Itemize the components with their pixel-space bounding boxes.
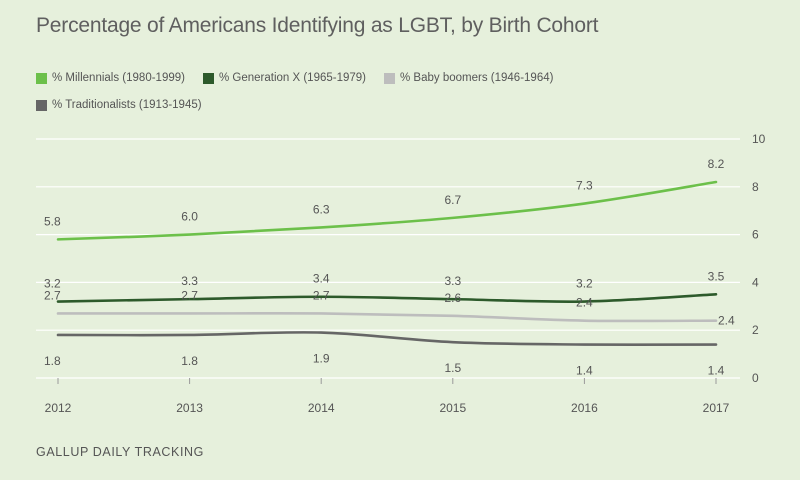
- data-label-traditionalists-2015: 1.5: [444, 361, 461, 375]
- legend-second-row: % Traditionalists (1913-1945): [36, 97, 202, 113]
- y-tick-label-2: 2: [752, 323, 759, 337]
- x-tick-label-2017: 2017: [703, 401, 730, 415]
- legend-label-baby-boomers: % Baby boomers (1946-1964): [400, 72, 554, 84]
- data-label-generation-x-2014: 3.4: [313, 272, 330, 286]
- data-label-generation-x-2016: 3.2: [576, 277, 593, 291]
- legend-item-millennials: % Millennials (1980-1999): [36, 72, 185, 84]
- data-label-millennials-2016: 7.3: [576, 179, 593, 193]
- data-label-baby-boomers-2017: 2.4: [718, 314, 735, 328]
- data-label-traditionalists-2013: 1.8: [181, 354, 198, 368]
- data-label-millennials-2014: 6.3: [313, 202, 330, 216]
- data-label-generation-x-2015: 3.3: [444, 274, 461, 288]
- x-tick-label-2012: 2012: [45, 401, 72, 415]
- legend-swatch-millennials: [36, 72, 47, 84]
- x-tick-label-2013: 2013: [176, 401, 203, 415]
- x-tick-label-2014: 2014: [308, 401, 335, 415]
- legend-item-traditionalists: % Traditionalists (1913-1945): [36, 99, 202, 111]
- data-label-baby-boomers-2014: 2.7: [313, 288, 330, 302]
- legend-item-baby-boomers: % Baby boomers (1946-1964): [384, 72, 553, 84]
- legend-item-generation-x: % Generation X (1965-1979): [202, 72, 367, 84]
- data-label-generation-x-2017: 3.5: [708, 269, 725, 283]
- series-line-baby-boomers: [56, 311, 718, 323]
- data-label-millennials-2013: 6.0: [181, 210, 198, 224]
- series-line-millennials: [56, 180, 718, 241]
- data-label-traditionalists-2017: 1.4: [708, 364, 725, 378]
- chart-title: Percentage of Americans Identifying as L…: [36, 14, 599, 37]
- legend-label-millennials: % Millennials (1980-1999): [52, 72, 185, 84]
- y-tick-label-6: 6: [752, 228, 759, 242]
- legend-swatch-baby-boomers: [384, 72, 396, 84]
- data-label-baby-boomers-2016: 2.4: [576, 296, 593, 310]
- data-label-baby-boomers-2013: 2.7: [181, 288, 198, 302]
- data-label-traditionalists-2012: 1.8: [44, 354, 61, 368]
- data-label-millennials-2017: 8.2: [708, 157, 725, 171]
- y-tick-label-10: 10: [752, 132, 766, 146]
- x-tick-label-2016: 2016: [571, 401, 598, 415]
- legend-label-traditionalists: % Traditionalists (1913-1945): [52, 99, 202, 111]
- legend: % Millennials (1980-1999) % Generation X…: [36, 70, 553, 86]
- data-label-traditionalists-2014: 1.9: [313, 352, 330, 366]
- data-label-millennials-2015: 6.7: [444, 193, 461, 207]
- source-note: GALLUP DAILY TRACKING: [36, 445, 204, 459]
- legend-swatch-traditionalists: [36, 99, 47, 111]
- legend-label-generation-x: % Generation X (1965-1979): [218, 72, 367, 84]
- y-tick-label-4: 4: [752, 275, 759, 289]
- data-label-traditionalists-2016: 1.4: [576, 364, 593, 378]
- series-line-generation-x: [56, 293, 718, 303]
- series-line-traditionalists: [56, 331, 718, 347]
- data-label-baby-boomers-2015: 2.6: [444, 291, 461, 305]
- data-label-millennials-2012: 5.8: [44, 214, 61, 228]
- data-label-generation-x-2012: 3.2: [44, 277, 61, 291]
- y-tick-label-0: 0: [752, 371, 759, 385]
- data-label-generation-x-2013: 3.3: [181, 274, 198, 288]
- y-tick-label-8: 8: [752, 180, 759, 194]
- legend-swatch-generation-x: [202, 72, 214, 84]
- x-tick-label-2015: 2015: [439, 401, 466, 415]
- data-label-baby-boomers-2012: 2.7: [44, 288, 61, 302]
